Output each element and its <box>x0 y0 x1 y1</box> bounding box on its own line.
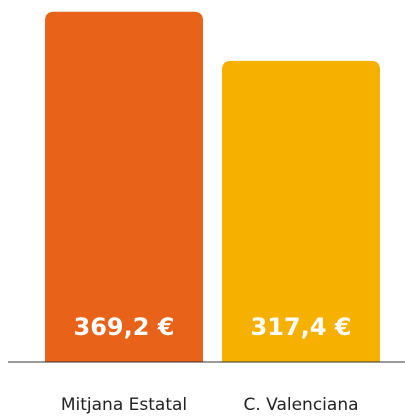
value-label: 369,2 € <box>74 313 175 341</box>
x-tick-label: Mitjana Estatal <box>61 395 187 415</box>
value-label: 317,4 € <box>251 313 352 341</box>
bar <box>45 11 203 363</box>
bar <box>222 60 380 362</box>
x-tick-label: C. Valenciana <box>243 395 358 415</box>
